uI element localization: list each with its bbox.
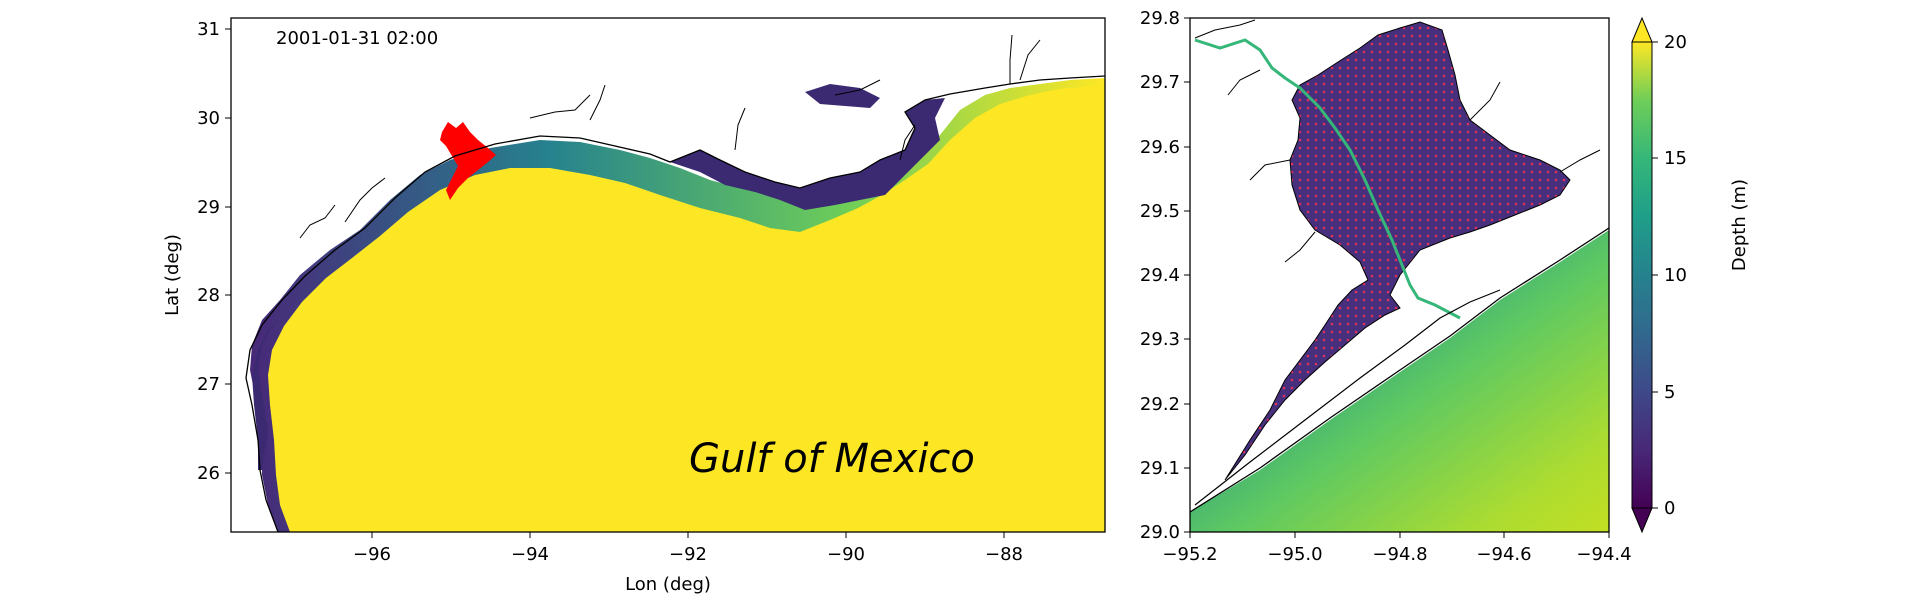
highlighted-bay (440, 122, 496, 200)
right-map: −95.2 −95.0 −94.8 −94.6 −94.4 29.0 29.1 … (1140, 8, 1632, 565)
right-xtick: −95.2 (1162, 544, 1217, 565)
louisiana-shallows (670, 98, 945, 210)
right-ytick: 29.6 (1140, 137, 1180, 158)
left-xtick: −90 (827, 544, 865, 565)
right-map-field (1190, 18, 1609, 532)
left-map-frame (230, 17, 1106, 533)
right-y-ticks: 29.0 29.1 29.2 29.3 29.4 29.5 29.6 29.7 … (1140, 8, 1190, 543)
deep-water (268, 85, 1105, 532)
colorbar-min-extend (1631, 507, 1653, 534)
right-xtick: −94.6 (1476, 544, 1531, 565)
colorbar-ticks: 0 5 10 15 20 (1652, 32, 1687, 519)
bay-shore (1194, 289, 1501, 506)
left-x-ticks: −96 −94 −92 −90 −88 (353, 532, 1023, 565)
right-ytick: 29.5 (1140, 201, 1180, 222)
left-xlabel: Lon (deg) (625, 574, 711, 595)
right-ytick: 29.7 (1140, 72, 1180, 93)
colorbar-tick: 10 (1664, 265, 1687, 286)
right-ytick: 29.1 (1140, 458, 1180, 479)
left-ytick: 29 (197, 197, 220, 218)
right-ytick: 29.0 (1140, 522, 1180, 543)
ship-channel (1194, 38, 1461, 320)
left-ytick: 31 (197, 19, 220, 40)
left-xtick: −96 (353, 544, 391, 565)
colorbar-tick: 5 (1664, 382, 1675, 403)
right-x-ticks: −95.2 −95.0 −94.8 −94.6 −94.4 (1162, 532, 1632, 565)
right-ytick: 29.4 (1140, 265, 1180, 286)
left-y-ticks: 26 27 28 29 30 31 (197, 19, 231, 484)
rivers (299, 34, 1041, 239)
left-map: 2001-01-31 02:00 Gulf of Mexico −96 −94 … (162, 17, 1106, 595)
colorbar: 0 5 10 15 20 Depth (m) (1631, 16, 1750, 534)
left-xtick: −92 (669, 544, 707, 565)
texas-coastal-fringe (252, 320, 278, 470)
left-ytick: 26 (197, 463, 220, 484)
right-xtick: −95.0 (1267, 544, 1322, 565)
colorbar-label: Depth (m) (1729, 179, 1750, 271)
left-xtick: −94 (511, 544, 549, 565)
right-ytick: 29.3 (1140, 329, 1180, 350)
right-ytick: 29.8 (1140, 8, 1180, 29)
right-xtick: −94.8 (1372, 544, 1427, 565)
colorbar-tick: 15 (1664, 148, 1687, 169)
right-ytick: 29.2 (1140, 394, 1180, 415)
timestamp-label: 2001-01-31 02:00 (276, 28, 438, 49)
left-ytick: 27 (197, 374, 220, 395)
left-ytick: 28 (197, 285, 220, 306)
colorbar-tick: 0 (1664, 498, 1675, 519)
colorbar-max-extend (1631, 16, 1653, 43)
right-rivers (1194, 19, 1601, 263)
left-map-field (231, 18, 1105, 532)
left-xtick: −88 (985, 544, 1023, 565)
left-ytick: 30 (197, 108, 220, 129)
barrier-island-coast (1190, 227, 1609, 513)
right-xtick: −94.4 (1576, 544, 1631, 565)
coastline (245, 75, 1105, 532)
lake-pontchartrain (805, 84, 880, 108)
colorbar-scale (1631, 41, 1653, 509)
region-label: Gulf of Mexico (689, 436, 975, 482)
left-ylabel: Lat (deg) (162, 234, 183, 316)
offshore-sea (1190, 230, 1609, 532)
colorbar-tick: 20 (1664, 32, 1687, 53)
